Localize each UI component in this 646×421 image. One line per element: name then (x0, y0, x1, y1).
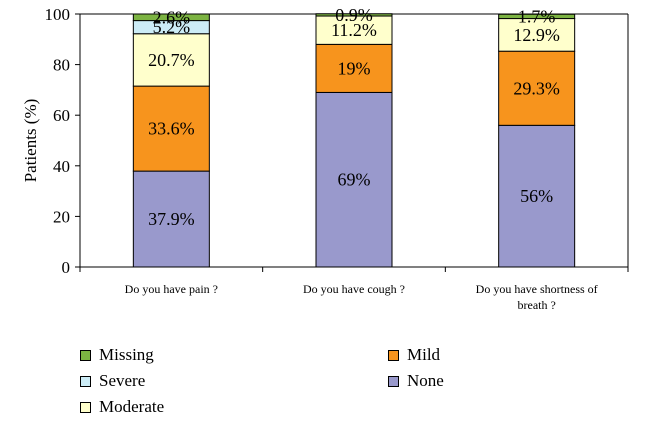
y-tick-label-80: 80 (53, 56, 70, 75)
data-label-moderate-0: 20.7% (148, 50, 195, 70)
data-label-missing-0: 2.6% (153, 7, 191, 27)
bar-segment-none-1 (315, 91, 393, 268)
data-label-moderate-2: 12.9% (513, 25, 560, 45)
data-label-severe-0: 5.2% (153, 17, 191, 37)
bar-segment-missing-0 (132, 13, 210, 22)
bar-segment-missing-1 (315, 13, 393, 17)
x-tick-label-0: Do you have pain ? (125, 282, 218, 296)
x-tick-label-1: Do you have cough ? (303, 282, 405, 296)
y-tick-label-100: 100 (45, 5, 71, 24)
data-label-mild-0: 33.6% (148, 119, 195, 139)
data-label-none-1: 69% (338, 170, 371, 190)
data-label-mild-1: 19% (338, 58, 371, 78)
y-tick-label-0: 0 (62, 258, 71, 277)
data-label-none-0: 37.9% (148, 209, 195, 229)
y-tick-label-20: 20 (53, 207, 70, 226)
y-tick-label-60: 60 (53, 106, 70, 125)
data-label-mild-2: 29.3% (513, 78, 560, 98)
data-label-moderate-1: 11.2% (331, 20, 377, 40)
bar-segment-mild-1 (315, 43, 393, 93)
y-tick-label-40: 40 (53, 157, 70, 176)
bar-segment-moderate-1 (315, 15, 393, 45)
data-label-none-2: 56% (520, 186, 553, 206)
bar-segment-moderate-0 (132, 33, 210, 87)
data-label-missing-1: 0.9% (335, 5, 373, 25)
x-tick-label-2: Do you have shortness of breath ? (476, 282, 598, 312)
y-axis-label: Patients (%) (21, 99, 40, 183)
data-label-missing-2: 1.7% (518, 6, 556, 26)
bar-segment-missing-2 (498, 13, 576, 20)
bar-segment-none-0 (132, 170, 210, 268)
bar-segment-none-2 (498, 124, 576, 268)
bar-segment-moderate-2 (498, 18, 576, 52)
